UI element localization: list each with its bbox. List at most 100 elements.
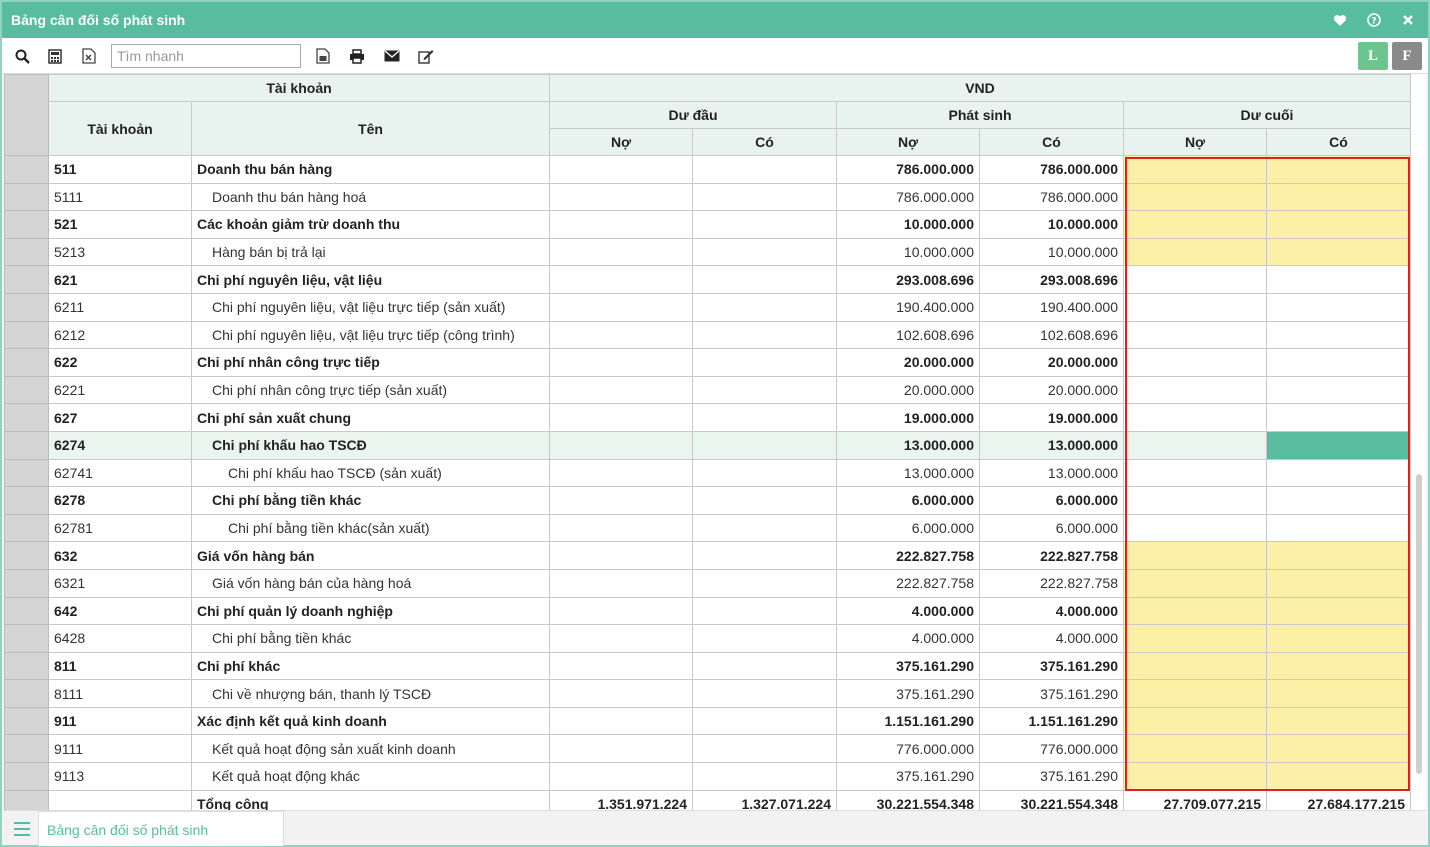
col-header-opening-credit[interactable]: Có [692, 128, 837, 156]
closing-credit-cell[interactable] [1266, 375, 1411, 405]
trial-balance-table: Tài khoản VND Tài khoản Tên Dư đầu Phát … [4, 74, 1411, 810]
table-row[interactable]: 62781 Chi phí bằng tiền khác(sản xuất) 6.0… [4, 513, 1411, 543]
closing-debit-cell[interactable] [1123, 210, 1267, 239]
quick-search-input[interactable] [111, 44, 301, 68]
table-row-selected[interactable]: 6274 Chi phí khấu hao TSCĐ 13.000.000 13.00… [4, 430, 1411, 460]
table-row[interactable]: 622 Chi phí nhân công trực tiếp 20.000.000… [4, 348, 1411, 377]
table-row[interactable]: 8111 Chi về nhượng bán, thanh lý TSCĐ 375.… [4, 679, 1411, 708]
movement-debit: 10.000.000 [836, 210, 980, 239]
closing-credit-cell[interactable] [1266, 624, 1411, 653]
closing-credit-cell[interactable] [1266, 265, 1411, 294]
closing-credit-cell[interactable] [1266, 486, 1411, 515]
table-row[interactable]: 5213 Hàng bán bị trả lại 10.000.000 10.000.… [4, 237, 1411, 267]
close-icon[interactable] [1398, 10, 1418, 30]
closing-debit-cell[interactable] [1123, 430, 1267, 460]
table-row[interactable]: 9111 Kết quả hoạt động sản xuất kinh doan… [4, 734, 1411, 764]
print-icon[interactable] [347, 46, 367, 66]
table-row[interactable]: 621 Chi phí nguyên liệu, vật liệu 293.008.… [4, 265, 1411, 294]
closing-debit-cell[interactable] [1123, 651, 1267, 681]
closing-debit-cell[interactable] [1123, 348, 1267, 377]
favorite-heart-icon[interactable] [1330, 10, 1350, 30]
closing-debit-cell[interactable] [1123, 706, 1267, 736]
table-row[interactable]: 6211 Chi phí nguyên liệu, vật liệu trực t… [4, 292, 1411, 322]
closing-debit-cell[interactable] [1123, 458, 1267, 488]
search-icon[interactable] [12, 46, 32, 66]
bottom-tab-bar: Bảng cân đối số phát sinh [4, 810, 1426, 846]
col-header-closing-credit[interactable]: Có [1266, 128, 1411, 156]
vertical-scrollbar[interactable] [1416, 474, 1422, 774]
closing-credit-cell[interactable] [1266, 155, 1411, 184]
col-header-closing-debit[interactable]: Nợ [1123, 128, 1267, 156]
closing-debit-cell[interactable] [1123, 734, 1267, 764]
closing-debit-cell[interactable] [1123, 486, 1267, 515]
layout-l-button[interactable]: L [1358, 42, 1388, 70]
table-row[interactable]: 5111 Doanh thu bán hàng hoá 786.000.000 786… [4, 182, 1411, 212]
col-header-name[interactable]: Tên [191, 101, 550, 156]
edit-icon[interactable] [416, 46, 436, 66]
closing-debit-cell[interactable] [1123, 237, 1267, 267]
closing-credit-cell[interactable] [1266, 679, 1411, 708]
closing-debit-cell[interactable] [1123, 320, 1267, 350]
closing-credit-cell[interactable] [1266, 513, 1411, 543]
table-row[interactable]: 6221 Chi phí nhân công trực tiếp (sản xuấ… [4, 375, 1411, 405]
closing-debit-cell[interactable] [1123, 596, 1267, 626]
closing-debit-cell[interactable] [1123, 182, 1267, 212]
table-row[interactable]: 9113 Kết quả hoạt động khác 375.161.290 375… [4, 762, 1411, 791]
excel-export-icon[interactable] [79, 46, 99, 66]
table-row[interactable]: 811 Chi phí khác 375.161.290 375.161.290 [4, 651, 1411, 681]
closing-debit-cell[interactable] [1123, 513, 1267, 543]
table-row[interactable]: 911 Xác định kết quả kinh doanh 1.151.161.… [4, 706, 1411, 736]
closing-credit-cell[interactable] [1266, 292, 1411, 322]
table-row[interactable]: 62741 Chi phí khấu hao TSCĐ (sản xuất) 13.… [4, 458, 1411, 488]
closing-credit-cell-active[interactable] [1266, 430, 1411, 460]
closing-debit-cell[interactable] [1123, 375, 1267, 405]
closing-credit-cell[interactable] [1266, 734, 1411, 764]
calculator-icon[interactable] [45, 46, 65, 66]
image-export-icon[interactable] [313, 46, 333, 66]
col-header-movement-credit[interactable]: Có [979, 128, 1124, 156]
closing-credit-cell[interactable] [1266, 568, 1411, 598]
help-icon[interactable]: ? [1364, 10, 1384, 30]
closing-credit-cell[interactable] [1266, 403, 1411, 432]
col-header-account[interactable]: Tài khoản [48, 101, 192, 156]
col-header-opening-debit[interactable]: Nợ [549, 128, 693, 156]
closing-credit-cell[interactable] [1266, 320, 1411, 350]
closing-credit-cell[interactable] [1266, 210, 1411, 239]
account-code: 911 [48, 706, 192, 736]
table-row[interactable]: 632 Giá vốn hàng bán 222.827.758 222.827.75… [4, 541, 1411, 570]
table-row[interactable]: 521 Các khoản giảm trừ doanh thu 10.000.00… [4, 210, 1411, 239]
hamburger-menu-icon[interactable] [12, 820, 32, 838]
table-row[interactable]: 6321 Giá vốn hàng bán của hàng hoá 222.827… [4, 568, 1411, 598]
closing-debit-cell[interactable] [1123, 155, 1267, 184]
closing-debit-cell[interactable] [1123, 568, 1267, 598]
table-row[interactable]: 511 Doanh thu bán hàng 786.000.000 786.000.… [4, 155, 1411, 184]
closing-debit-cell[interactable] [1123, 624, 1267, 653]
closing-debit-cell[interactable] [1123, 403, 1267, 432]
closing-credit-cell[interactable] [1266, 596, 1411, 626]
movement-credit: 6.000.000 [979, 513, 1124, 543]
closing-credit-cell[interactable] [1266, 348, 1411, 377]
closing-debit-cell[interactable] [1123, 292, 1267, 322]
table-row[interactable]: 6428 Chi phí bằng tiền khác 4.000.000 4.000… [4, 624, 1411, 653]
table-row[interactable]: 627 Chi phí sản xuất chung 19.000.000 19.00… [4, 403, 1411, 432]
filter-f-button[interactable]: F [1392, 42, 1422, 70]
tab-trial-balance[interactable]: Bảng cân đối số phát sinh [38, 811, 284, 846]
closing-credit-cell[interactable] [1266, 762, 1411, 791]
closing-credit-cell[interactable] [1266, 651, 1411, 681]
email-icon[interactable] [382, 46, 402, 66]
col-header-movement-debit[interactable]: Nợ [836, 128, 980, 156]
closing-credit-cell[interactable] [1266, 237, 1411, 267]
closing-debit-cell[interactable] [1123, 762, 1267, 791]
closing-credit-cell[interactable] [1266, 541, 1411, 570]
table-row[interactable]: 6278 Chi phí bằng tiền khác 6.000.000 6.000… [4, 486, 1411, 515]
closing-debit-cell[interactable] [1123, 541, 1267, 570]
closing-credit-cell[interactable] [1266, 706, 1411, 736]
movement-debit: 10.000.000 [836, 237, 980, 267]
closing-credit-cell[interactable] [1266, 458, 1411, 488]
table-row[interactable]: 6212 Chi phí nguyên liệu, vật liệu trực t… [4, 320, 1411, 350]
closing-debit-cell[interactable] [1123, 265, 1267, 294]
account-code: 6274 [48, 430, 192, 460]
table-row[interactable]: 642 Chi phí quản lý doanh nghiệp 4.000.000… [4, 596, 1411, 626]
closing-credit-cell[interactable] [1266, 182, 1411, 212]
closing-debit-cell[interactable] [1123, 679, 1267, 708]
